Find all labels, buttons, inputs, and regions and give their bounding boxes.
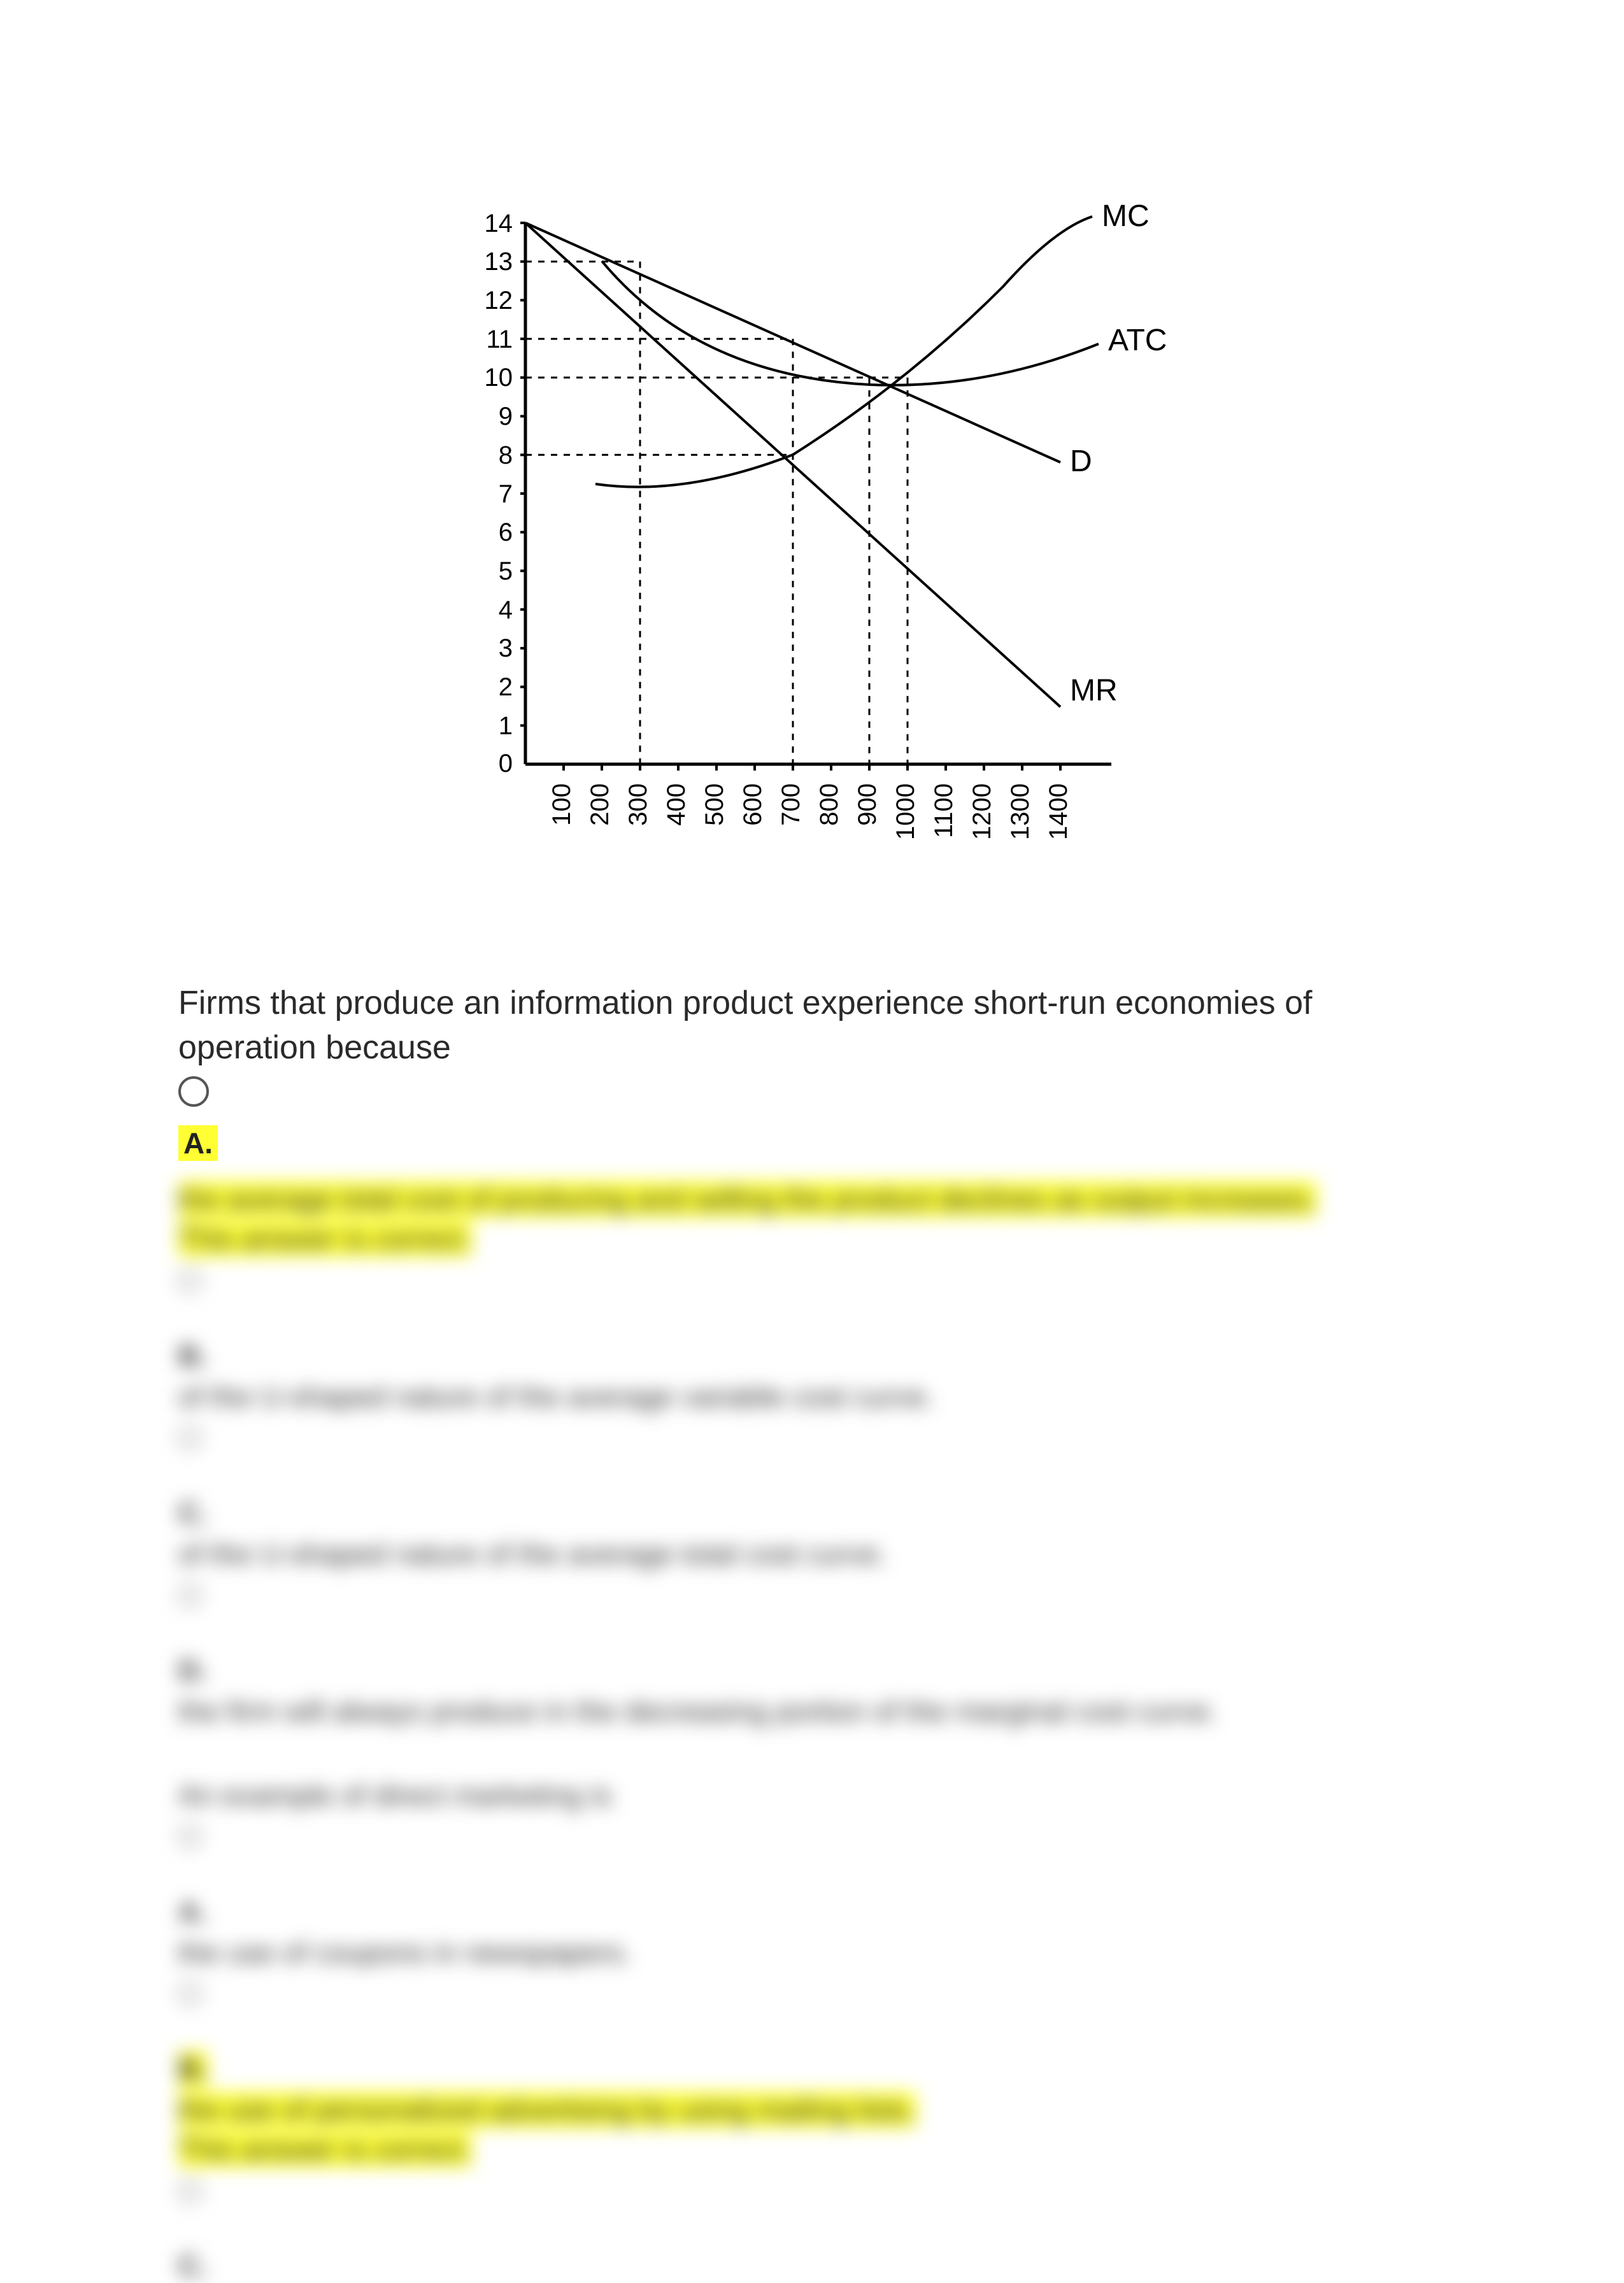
document-page: 0 1 2 3 4 5 6 7 8 9 10 11 12 13 14 100 2… bbox=[0, 0, 1624, 2102]
question-text: Firms that produce an information produc… bbox=[178, 981, 1446, 1070]
answer-c: C. of the U-shaped nature of the average… bbox=[178, 1496, 1446, 1609]
x-tick-300: 300 bbox=[624, 783, 652, 826]
label-d: D bbox=[1070, 445, 1092, 478]
answer-d: D. the firm will always produce in the d… bbox=[178, 1653, 1446, 1731]
x-tick-700: 700 bbox=[777, 783, 805, 826]
question-2-text: An example of direct marketing is bbox=[178, 1775, 1446, 1815]
answer-a-note: This answer is correct. bbox=[178, 1221, 471, 1256]
guide-lines bbox=[525, 262, 908, 764]
x-tick-900: 900 bbox=[853, 783, 881, 826]
answer-2a: A. the use of coupons in newspapers. bbox=[178, 1895, 1446, 2007]
answer-d-text: the firm will always produce in the decr… bbox=[178, 1691, 1446, 1731]
x-tick-100: 100 bbox=[548, 783, 576, 826]
x-tick-600: 600 bbox=[739, 783, 767, 826]
x-ticks: 100 200 300 400 500 600 700 800 900 1000… bbox=[548, 764, 1072, 840]
answer-2b: B. the use of personalized advertising b… bbox=[178, 2052, 1446, 2204]
y-tick-0: 0 bbox=[499, 750, 513, 778]
y-tick-2: 2 bbox=[499, 673, 513, 701]
y-tick-5: 5 bbox=[499, 557, 513, 585]
y-tick-7: 7 bbox=[499, 480, 513, 508]
question-radio-row bbox=[178, 1076, 1446, 1107]
y-tick-6: 6 bbox=[499, 518, 513, 546]
x-tick-200: 200 bbox=[586, 783, 614, 826]
answer-b: B. of the U-shaped nature of the average… bbox=[178, 1339, 1446, 1451]
y-tick-9: 9 bbox=[499, 402, 513, 430]
label-mc: MC bbox=[1102, 199, 1150, 233]
x-tick-1400: 1400 bbox=[1044, 783, 1072, 840]
label-mr: MR bbox=[1070, 674, 1118, 708]
answer-2c-letter: C. bbox=[178, 2249, 1446, 2283]
answer-b-letter: B. bbox=[178, 1339, 1446, 1373]
y-tick-12: 12 bbox=[485, 287, 513, 315]
answer-c-letter: C. bbox=[178, 1496, 1446, 1530]
y-ticks: 0 1 2 3 4 5 6 7 8 9 10 11 12 13 14 bbox=[485, 210, 526, 778]
answer-a-text: the average total cost of producing and … bbox=[178, 1181, 1316, 1217]
x-tick-500: 500 bbox=[701, 783, 729, 826]
curve-atc bbox=[602, 261, 1099, 385]
blurred-answers: the average total cost of producing and … bbox=[178, 1179, 1446, 2283]
answer-2b-note: This answer is correct. bbox=[178, 2131, 471, 2167]
answer-2b-letter: B. bbox=[178, 2051, 208, 2087]
chart-container: 0 1 2 3 4 5 6 7 8 9 10 11 12 13 14 100 2… bbox=[178, 191, 1446, 892]
answer-2b-text: the use of personalized advertising by u… bbox=[178, 2092, 916, 2128]
radio-icon[interactable] bbox=[178, 1076, 209, 1107]
econ-cost-chart: 0 1 2 3 4 5 6 7 8 9 10 11 12 13 14 100 2… bbox=[430, 191, 1194, 892]
radio-icon[interactable] bbox=[178, 1269, 201, 1292]
answer-b-text: of the U-shaped nature of the average va… bbox=[178, 1377, 1446, 1416]
answer-a: the average total cost of producing and … bbox=[178, 1179, 1446, 1293]
x-tick-1300: 1300 bbox=[1006, 783, 1034, 840]
answer-2a-letter: A. bbox=[178, 1895, 1446, 1929]
x-tick-1000: 1000 bbox=[892, 783, 920, 840]
y-tick-11: 11 bbox=[486, 325, 513, 353]
y-tick-1: 1 bbox=[499, 712, 513, 740]
curve-d bbox=[525, 223, 1060, 462]
y-tick-4: 4 bbox=[499, 596, 513, 624]
curve-mc bbox=[595, 217, 1092, 487]
x-tick-1200: 1200 bbox=[968, 783, 996, 840]
radio-icon[interactable] bbox=[178, 1584, 201, 1607]
y-tick-10: 10 bbox=[485, 364, 513, 392]
radio-icon[interactable] bbox=[178, 1426, 201, 1449]
radio-icon[interactable] bbox=[178, 1982, 201, 2005]
x-tick-400: 400 bbox=[662, 783, 690, 826]
answer-peek: A. bbox=[178, 1126, 1446, 1160]
peek-letter: A. bbox=[178, 1125, 218, 1161]
x-tick-800: 800 bbox=[815, 783, 843, 826]
radio-icon[interactable] bbox=[178, 1825, 201, 1848]
x-tick-1100: 1100 bbox=[930, 783, 958, 838]
y-tick-13: 13 bbox=[485, 248, 513, 276]
y-tick-3: 3 bbox=[499, 634, 513, 662]
y-tick-8: 8 bbox=[499, 441, 513, 469]
label-atc: ATC bbox=[1108, 324, 1167, 357]
y-tick-14: 14 bbox=[485, 210, 513, 238]
answer-c-text: of the U-shaped nature of the average to… bbox=[178, 1534, 1446, 1574]
question-2: An example of direct marketing is bbox=[178, 1775, 1446, 1850]
answer-d-letter: D. bbox=[178, 1653, 1446, 1688]
answer-2a-text: the use of coupons in newspapers. bbox=[178, 1933, 1446, 1972]
answer-2c: C. bbox=[178, 2249, 1446, 2283]
radio-icon[interactable] bbox=[178, 2180, 201, 2203]
